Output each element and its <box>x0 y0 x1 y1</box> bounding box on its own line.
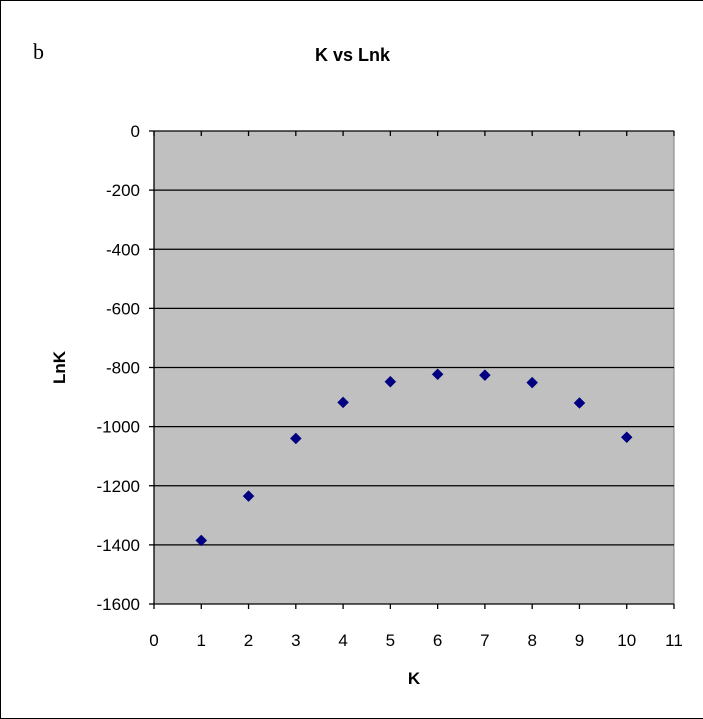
x-tick-label: 0 <box>149 631 158 650</box>
y-tick-label: 0 <box>131 122 140 141</box>
y-tick-label: -200 <box>106 181 140 200</box>
x-tick-label: 11 <box>665 631 683 650</box>
chart-title: K vs Lnk <box>314 45 391 65</box>
data-point <box>289 432 302 445</box>
x-axis-label: K <box>408 669 421 688</box>
x-tick-label: 2 <box>244 631 253 650</box>
data-point <box>479 369 491 382</box>
y-tick-label: -1000 <box>97 418 140 437</box>
y-axis-label: LnK <box>50 350 69 384</box>
y-tick-label: -1200 <box>97 477 140 496</box>
data-points <box>195 368 633 547</box>
x-tick-label: 9 <box>575 631 584 650</box>
x-tick-label: 3 <box>291 631 300 650</box>
x-tick-label: 10 <box>617 631 636 650</box>
data-point <box>195 534 208 547</box>
x-tick-label: 6 <box>433 631 442 650</box>
y-tick-label: -1400 <box>97 536 140 555</box>
data-point <box>431 368 444 381</box>
data-point <box>242 490 255 502</box>
x-tick-label: 4 <box>338 631 347 650</box>
x-tick-label: 7 <box>480 631 489 650</box>
x-tick-label: 5 <box>386 631 395 650</box>
y-axis-ticks: 0 -200 -400 -600 -800 -1000 -1200 -1400 -1600 <box>97 122 154 614</box>
data-point <box>526 376 539 389</box>
y-tick-label: -400 <box>106 240 140 259</box>
panel-label: b <box>33 39 44 64</box>
x-tick-label: 8 <box>527 631 536 650</box>
data-point <box>384 375 397 388</box>
y-tick-label: -600 <box>106 299 140 318</box>
y-tick-label: -1600 <box>97 595 140 614</box>
gridlines <box>153 130 674 605</box>
data-point <box>620 431 633 444</box>
x-tick-label: 1 <box>197 631 206 650</box>
data-point <box>337 396 349 409</box>
data-point <box>573 397 586 409</box>
y-tick-label: -800 <box>106 359 140 378</box>
x-axis-ticks: 0 1 2 3 4 5 6 7 8 9 10 11 <box>149 131 683 650</box>
